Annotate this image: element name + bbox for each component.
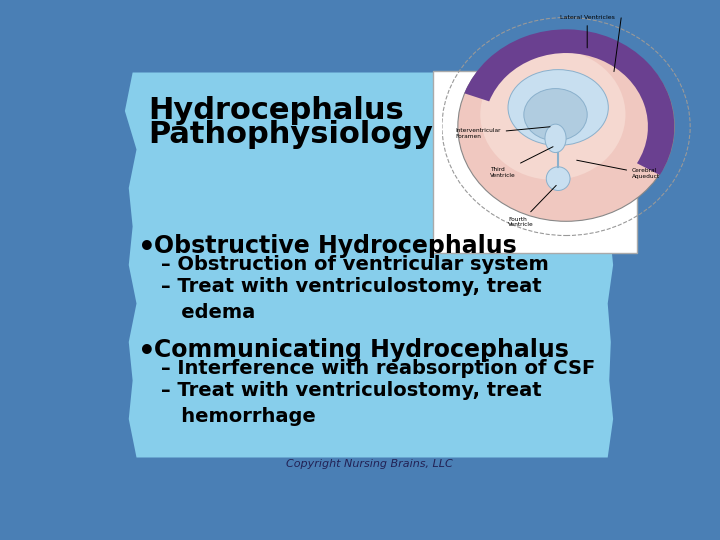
Text: •: • [138, 234, 156, 262]
Text: – Treat with ventriculostomy, treat
   edema: – Treat with ventriculostomy, treat edem… [161, 276, 542, 322]
Text: Lateral Ventricles: Lateral Ventricles [559, 15, 615, 48]
Ellipse shape [458, 32, 675, 221]
Text: Obstructive Hydrocephalus: Obstructive Hydrocephalus [153, 234, 516, 258]
Text: – Treat with ventriculostomy, treat
   hemorrhage: – Treat with ventriculostomy, treat hemo… [161, 381, 542, 426]
Text: Hydrocephalus: Hydrocephalus [148, 96, 404, 125]
Bar [433, 71, 637, 253]
Ellipse shape [546, 167, 570, 191]
Ellipse shape [480, 50, 626, 180]
Text: – Interference with reabsorption of CSF: – Interference with reabsorption of CSF [161, 359, 595, 378]
Text: Copyright Nursing Brains, LLC: Copyright Nursing Brains, LLC [286, 459, 452, 469]
Polygon shape [125, 72, 613, 457]
Text: Fourth
Ventricle: Fourth Ventricle [508, 185, 557, 227]
Ellipse shape [545, 124, 566, 153]
Text: – Obstruction of ventricular system: – Obstruction of ventricular system [161, 255, 549, 274]
Text: Cerebral
Aqueduct: Cerebral Aqueduct [577, 160, 660, 179]
Text: •: • [138, 338, 156, 366]
Text: Third
Ventricle: Third Ventricle [490, 147, 553, 178]
Text: Communicating Hydrocephalus: Communicating Hydrocephalus [153, 338, 568, 362]
Ellipse shape [524, 89, 588, 141]
Text: Pathophysiology: Pathophysiology [148, 120, 433, 149]
Ellipse shape [508, 70, 608, 145]
Wedge shape [464, 29, 675, 175]
Text: Interventricular
Foramen: Interventricular Foramen [455, 127, 550, 139]
